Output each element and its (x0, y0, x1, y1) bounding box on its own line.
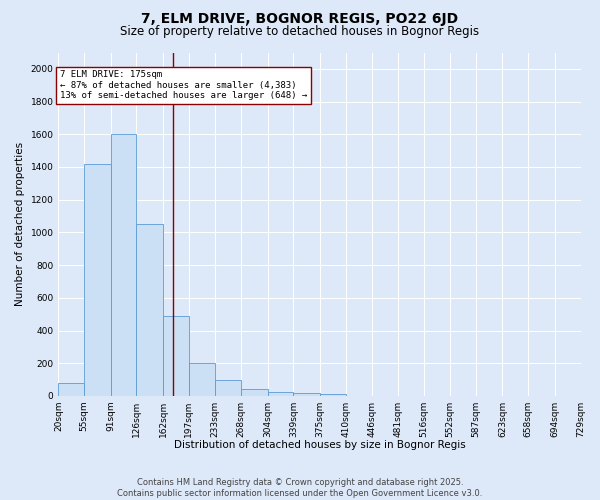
Bar (110, 134, 136, 396)
Text: Contains HM Land Registry data © Crown copyright and database right 2025.
Contai: Contains HM Land Registry data © Crown c… (118, 478, 482, 498)
Text: 7, ELM DRIVE, BOGNOR REGIS, PO22 6JD: 7, ELM DRIVE, BOGNOR REGIS, PO22 6JD (142, 12, 458, 26)
Bar (84, 164, 110, 396)
Bar (293, 392, 320, 396)
Bar (320, 394, 346, 396)
Bar (268, 392, 293, 396)
Text: 7 ELM DRIVE: 175sqm
← 87% of detached houses are smaller (4,383)
13% of semi-det: 7 ELM DRIVE: 175sqm ← 87% of detached ho… (60, 70, 307, 101)
Bar (58, 383, 84, 396)
Bar (163, 316, 189, 396)
Bar (189, 364, 215, 396)
X-axis label: Distribution of detached houses by size in Bognor Regis: Distribution of detached houses by size … (173, 440, 466, 450)
Bar (215, 380, 241, 396)
Text: Size of property relative to detached houses in Bognor Regis: Size of property relative to detached ho… (121, 25, 479, 38)
Bar (241, 390, 268, 396)
Bar (136, 224, 163, 396)
Y-axis label: Number of detached properties: Number of detached properties (15, 142, 25, 306)
